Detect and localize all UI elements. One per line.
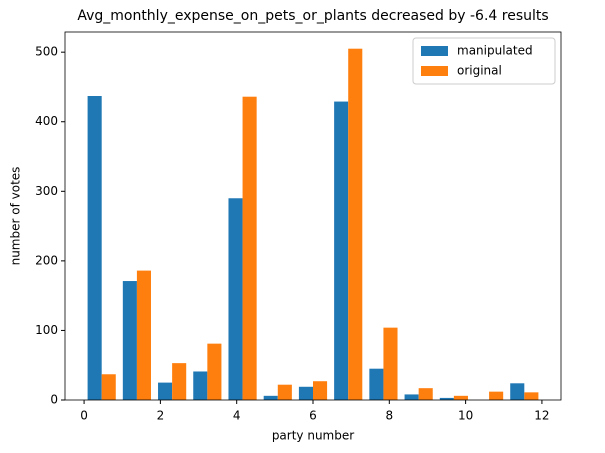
y-tick-label: 400 xyxy=(35,114,58,128)
x-tick-label: 2 xyxy=(157,409,165,423)
bar xyxy=(510,383,525,400)
legend-label: manipulated xyxy=(457,44,533,58)
bar xyxy=(242,96,257,401)
bar xyxy=(348,48,363,401)
x-tick-label: 6 xyxy=(309,409,317,423)
x-axis-label: party number xyxy=(272,429,354,443)
bar xyxy=(489,391,504,400)
x-tick-label: 0 xyxy=(80,409,88,423)
bar xyxy=(277,384,292,400)
y-axis-label: number of votes xyxy=(9,167,23,266)
legend-label: original xyxy=(457,64,502,78)
bar xyxy=(369,368,384,400)
legend-swatch xyxy=(421,46,448,56)
bar xyxy=(136,270,151,400)
x-tick-label: 4 xyxy=(233,409,241,423)
y-tick-label: 200 xyxy=(35,253,58,267)
bar xyxy=(193,371,208,400)
y-tick-label: 0 xyxy=(50,393,58,407)
y-tick-label: 500 xyxy=(35,45,58,59)
bar xyxy=(334,101,349,400)
y-tick-label: 300 xyxy=(35,184,58,198)
chart-title: Avg_monthly_expense_on_pets_or_plants de… xyxy=(77,8,548,24)
bar xyxy=(207,343,222,400)
bar xyxy=(418,388,433,400)
bar xyxy=(404,394,419,400)
plot-frame xyxy=(64,31,562,401)
bar xyxy=(228,198,243,400)
bar xyxy=(313,381,328,400)
x-tick-label: 10 xyxy=(458,409,473,423)
x-tick-label: 12 xyxy=(534,409,549,423)
legend-box xyxy=(412,37,556,85)
legend-swatch xyxy=(421,66,448,76)
bar xyxy=(439,397,454,400)
bar xyxy=(101,374,116,400)
bar xyxy=(263,395,278,400)
bar xyxy=(298,386,313,400)
bar xyxy=(122,281,137,400)
y-tick-label: 100 xyxy=(35,323,58,337)
bar xyxy=(158,382,173,400)
bar xyxy=(172,363,187,400)
bar xyxy=(524,392,539,400)
bar xyxy=(87,96,102,400)
x-tick-label: 8 xyxy=(385,409,393,423)
bar xyxy=(383,327,398,400)
bar xyxy=(453,395,468,400)
